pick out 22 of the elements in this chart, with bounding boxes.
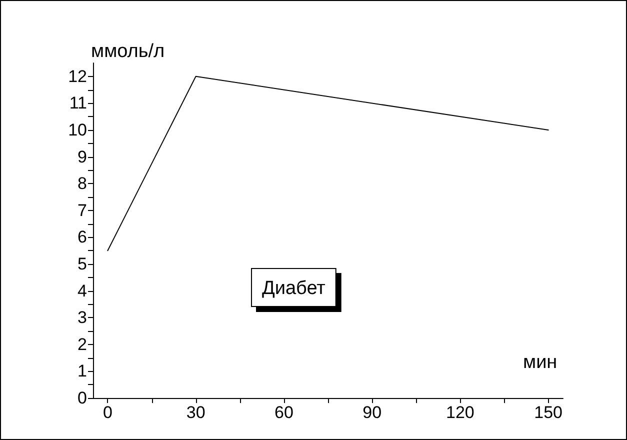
- y-tick-label: 11: [69, 94, 87, 113]
- x-tick-label: 90: [362, 403, 382, 422]
- y-tick-label: 5: [78, 254, 87, 274]
- y-tick-label: 12: [68, 66, 87, 86]
- y-tick-label: 0: [78, 388, 87, 408]
- x-axis-title: мин: [523, 352, 558, 373]
- x-tick-label: 60: [274, 403, 294, 422]
- x-tick-label: 0: [102, 403, 112, 422]
- y-tick-label: 8: [78, 174, 87, 194]
- y-tick-label: 6: [78, 228, 87, 247]
- y-tick-label: 2: [78, 334, 87, 354]
- y-tick-label: 4: [78, 281, 87, 300]
- y-tick-label: 9: [78, 147, 87, 166]
- x-tick-label: 120: [446, 403, 474, 422]
- y-tick-label: 7: [78, 200, 87, 220]
- x-tick-label: 150: [534, 403, 562, 422]
- x-tick-label: 30: [186, 403, 206, 422]
- annotation: Диабет: [262, 278, 326, 299]
- y-tick-label: 3: [78, 308, 87, 328]
- y-axis-title: ммоль/л: [91, 41, 165, 62]
- y-tick-label: 10: [68, 120, 87, 140]
- y-tick-label: 1: [78, 362, 87, 381]
